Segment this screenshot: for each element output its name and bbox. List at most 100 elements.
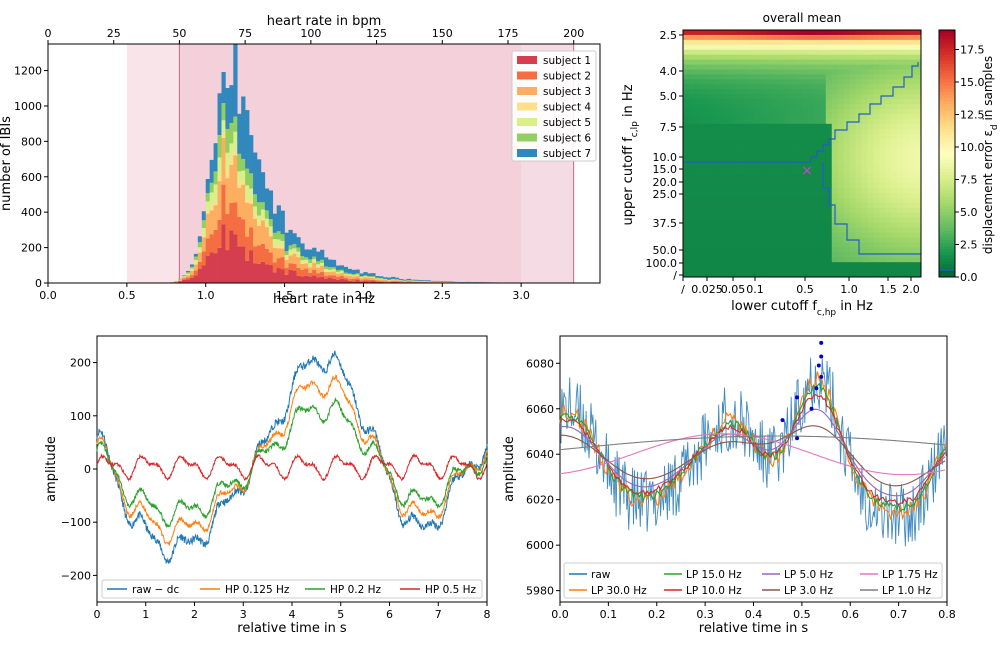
heatmap-cell [819,227,827,233]
hist-bar [280,257,285,270]
hist-bar [339,269,345,271]
heatmap-cell [849,252,856,258]
colorbar-segment [939,42,955,46]
heatmap-cell [819,158,827,164]
heatmap-cell [873,94,880,100]
hist-bar [371,278,376,280]
heatmap-cell [909,207,916,214]
heatmap-cell [885,193,892,199]
heatmap-cell [843,113,850,120]
heatmap-cell [790,94,797,100]
y-tick-label: 6040 [526,448,554,461]
x-tick-label: 7 [435,608,442,621]
hist-bar [201,251,207,266]
heatmap-cell [849,54,856,61]
hist-bar [355,278,360,281]
heatmap-cell [700,153,708,159]
heatmap-cell [849,193,856,199]
heatmap-cell [712,193,720,199]
colorbar-segment [939,94,955,99]
heatmap-cell [736,30,743,36]
hist-bar [343,277,348,280]
heatmap-cell [891,34,898,41]
heatmap-cell [748,74,755,80]
hist-bar [300,276,305,283]
heatmap-cell [825,148,833,154]
hist-bar [335,273,341,277]
heatmap-cell [849,202,856,209]
heatmap-cell [867,247,874,253]
heatmap-cell [825,247,833,253]
hist-bar [189,270,195,271]
heatmap-cell [700,89,708,95]
heatmap-cell [885,178,892,184]
hist-bar [213,253,218,283]
heatmap-cell [861,242,868,248]
heatmap-cell [867,94,874,100]
heatmap-cell [712,99,720,105]
heatmap-cell [796,128,803,135]
hist-bar [253,263,258,283]
hist-bar [189,270,195,276]
heatmap-cell [718,138,726,145]
heatmap-cell [796,193,803,199]
heatmap-cell [688,109,696,115]
heatmap-cell [724,163,731,169]
colorbar-segment [939,51,955,56]
heatmap-cell [742,168,749,174]
hist-bar [209,205,214,211]
heatmap-cell [760,64,767,70]
heatmap-cell [903,207,910,214]
heatmap-cell [909,242,916,248]
heatmap-cell [760,272,767,278]
colorbar-segment [939,236,955,241]
heatmap-cell [694,30,702,36]
heatmap-cell [694,49,702,56]
heatmap-cell [742,89,749,95]
heatmap-cell [742,34,749,41]
heatmap-cell [718,222,726,228]
heatmap-cell [796,217,803,224]
heatmap-cell [706,104,714,110]
heatmap-cell [724,54,731,61]
heatmap-cell [903,89,910,95]
series-line [560,425,946,487]
heatmap-cell [784,54,791,61]
heatmap-cell [748,262,755,268]
hist-bar [264,224,270,228]
heatmap-cell [813,133,821,140]
heatmap-cell [718,123,726,130]
heatmap-cell [760,94,767,100]
heatmap-cell [748,222,755,228]
heatmap-cell [843,173,850,179]
heatmap-cell [861,49,868,56]
heatmap-cell [730,217,737,224]
x-tick-label: 0.2 [648,608,666,621]
heatmap-cell [724,222,731,228]
hist-bar [205,213,210,239]
heatmap-cell [802,193,809,199]
heatmap-cell [766,30,773,36]
heatmap-cell [736,272,743,278]
heatmap-cell [700,128,708,135]
heatmap-cell [909,232,916,238]
heatmap-cell [813,30,821,36]
hist-bar [221,184,226,225]
heatmap-cell [813,197,821,204]
heatmap-cell [718,207,726,214]
hist-bar [201,227,207,235]
heatmap-cell [813,262,821,268]
hist-bar [209,234,214,253]
heatmap-cell [807,148,815,154]
heatmap-cell [790,257,797,263]
heatmap-cell [849,158,856,164]
heatmap-cell [683,74,690,80]
heatmap-cell [754,247,761,253]
heatmap-cell [683,148,690,154]
heatmap-cell [772,89,779,95]
heatmap-cell [831,44,839,51]
heatmap-cell [843,133,850,140]
heatmap-cell [730,59,737,65]
heatmap-cell [802,39,809,46]
heatmap-cell [790,207,797,214]
